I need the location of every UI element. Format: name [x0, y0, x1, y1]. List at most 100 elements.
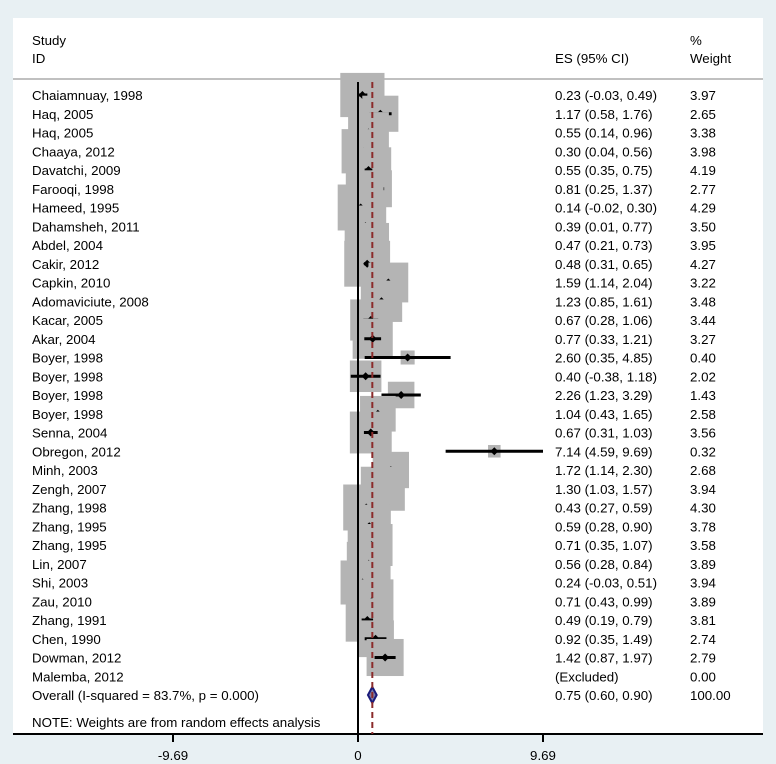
- study-weight: 3.89: [690, 557, 716, 572]
- study-id: Haq, 2005: [32, 126, 93, 141]
- study-weight: 2.65: [690, 107, 716, 122]
- overall-row: Overall (I-squared = 83.7%, p = 0.000) 0.…: [32, 684, 731, 706]
- point-estimate: [403, 353, 412, 362]
- study-id: Chaaya, 2012: [32, 144, 115, 159]
- study-weight: 3.98: [690, 144, 716, 159]
- study-id: Abdel, 2004: [32, 238, 103, 253]
- study-id: Chaiamnuay, 1998: [32, 88, 143, 103]
- study-weight: 2.58: [690, 407, 716, 422]
- x-axis-ticks: -9.69 0 9.69: [158, 734, 556, 763]
- study-es-ci: 0.47 (0.21, 0.73): [555, 238, 653, 253]
- study-id: Haq, 2005: [32, 107, 93, 122]
- study-weight: 3.50: [690, 219, 716, 234]
- study-id: Shi, 2003: [32, 576, 88, 591]
- study-es-ci: 0.14 (-0.02, 0.30): [555, 201, 657, 216]
- study-es-ci: 0.30 (0.04, 0.56): [555, 144, 653, 159]
- study-weight: 4.27: [690, 257, 716, 272]
- study-id: Farooqi, 1998: [32, 182, 114, 197]
- study-id: Chen, 1990: [32, 632, 101, 647]
- header-weight: Weight: [690, 51, 731, 66]
- study-id: Cakir, 2012: [32, 257, 99, 272]
- study-es-ci: 0.43 (0.27, 0.59): [555, 501, 653, 516]
- study-weight: 0.40: [690, 351, 716, 366]
- study-es-ci: 0.40 (-0.38, 1.18): [555, 369, 657, 384]
- study-weight: 2.79: [690, 651, 716, 666]
- overall-weight: 100.00: [690, 688, 731, 703]
- study-id: Zhang, 1995: [32, 538, 107, 553]
- study-es-ci: 1.30 (1.03, 1.57): [555, 482, 653, 497]
- point-estimate: [361, 372, 370, 381]
- study-es-ci: 1.72 (1.14, 2.30): [555, 463, 653, 478]
- header-percent: %: [690, 33, 702, 48]
- study-id: Boyer, 1998: [32, 369, 103, 384]
- study-weight: 3.97: [690, 88, 716, 103]
- study-es-ci: 0.59 (0.28, 0.90): [555, 519, 653, 534]
- study-es-ci: 0.55 (0.14, 0.96): [555, 126, 653, 141]
- study-id: Zhang, 1995: [32, 519, 107, 534]
- study-weight: 3.95: [690, 238, 716, 253]
- point-estimate: [368, 334, 377, 343]
- study-row: Obregon, 2012 7.14 (4.59, 9.69) 0.32: [32, 444, 716, 459]
- study-weight: 4.30: [690, 501, 716, 516]
- study-es-ci: 0.77 (0.33, 1.21): [555, 332, 653, 347]
- study-es-ci: (Excluded): [555, 669, 619, 684]
- study-es-ci: 1.42 (0.87, 1.97): [555, 651, 653, 666]
- overall-es-ci: 0.75 (0.60, 0.90): [555, 688, 653, 703]
- study-weight: 3.44: [690, 313, 716, 328]
- study-weight: 2.74: [690, 632, 716, 647]
- study-es-ci: 1.17 (0.58, 1.76): [555, 107, 653, 122]
- point-estimate: [381, 653, 390, 662]
- study-es-ci: 7.14 (4.59, 9.69): [555, 444, 653, 459]
- study-id: Boyer, 1998: [32, 351, 103, 366]
- study-weight: 3.94: [690, 482, 716, 497]
- study-id: Capkin, 2010: [32, 276, 110, 291]
- x-tick-label: -9.69: [158, 748, 188, 763]
- study-weight: 3.27: [690, 332, 716, 347]
- study-es-ci: 0.67 (0.31, 1.03): [555, 426, 653, 441]
- study-es-ci: 0.92 (0.35, 1.49): [555, 632, 653, 647]
- study-weight: 3.48: [690, 294, 716, 309]
- study-id: Akar, 2004: [32, 332, 96, 347]
- study-es-ci: 0.71 (0.43, 0.99): [555, 594, 653, 609]
- study-weight: 1.43: [690, 388, 716, 403]
- header-study: Study: [32, 33, 66, 48]
- study-id: Zengh, 2007: [32, 482, 107, 497]
- point-estimate: [397, 391, 406, 399]
- study-weight: 3.94: [690, 576, 716, 591]
- study-weight: 3.38: [690, 126, 716, 141]
- study-id: Obregon, 2012: [32, 444, 121, 459]
- study-es-ci: 0.67 (0.28, 1.06): [555, 313, 653, 328]
- study-id: Boyer, 1998: [32, 407, 103, 422]
- study-id: Zhang, 1998: [32, 501, 107, 516]
- study-id: Dahamsheh, 2011: [32, 219, 140, 234]
- study-es-ci: 0.24 (-0.03, 0.51): [555, 576, 657, 591]
- header-es: ES (95% CI): [555, 51, 629, 66]
- study-id: Lin, 2007: [32, 557, 87, 572]
- point-estimate: [490, 447, 499, 456]
- study-row: Chen, 1990 0.92 (0.35, 1.49) 2.74: [32, 620, 716, 658]
- overall-label: Overall (I-squared = 83.7%, p = 0.000): [32, 688, 259, 703]
- study-row: Boyer, 1998 2.60 (0.35, 4.85) 0.40: [32, 350, 716, 366]
- study-es-ci: 0.39 (0.01, 0.77): [555, 219, 653, 234]
- study-weight: 0.00: [690, 669, 716, 684]
- study-weight: 3.22: [690, 276, 716, 291]
- study-es-ci: 2.60 (0.35, 4.85): [555, 351, 653, 366]
- x-tick-label: 0: [354, 748, 361, 763]
- study-es-ci: 2.26 (1.23, 3.29): [555, 388, 653, 403]
- study-id: Senna, 2004: [32, 426, 107, 441]
- study-id: Boyer, 1998: [32, 388, 103, 403]
- study-id: Zau, 2010: [32, 594, 92, 609]
- study-es-ci: 1.04 (0.43, 1.65): [555, 407, 653, 422]
- study-es-ci: 0.56 (0.28, 0.84): [555, 557, 653, 572]
- study-id: Dowman, 2012: [32, 651, 121, 666]
- study-weight: 3.58: [690, 538, 716, 553]
- weights-note: NOTE: Weights are from random effects an…: [32, 715, 321, 730]
- study-weight: 4.19: [690, 163, 716, 178]
- study-es-ci: 1.23 (0.85, 1.61): [555, 294, 653, 309]
- study-weight: 3.56: [690, 426, 716, 441]
- study-es-ci: 0.23 (-0.03, 0.49): [555, 88, 657, 103]
- study-id: Malemba, 2012: [32, 669, 124, 684]
- study-weight: 4.29: [690, 201, 716, 216]
- study-weight: 3.89: [690, 594, 716, 609]
